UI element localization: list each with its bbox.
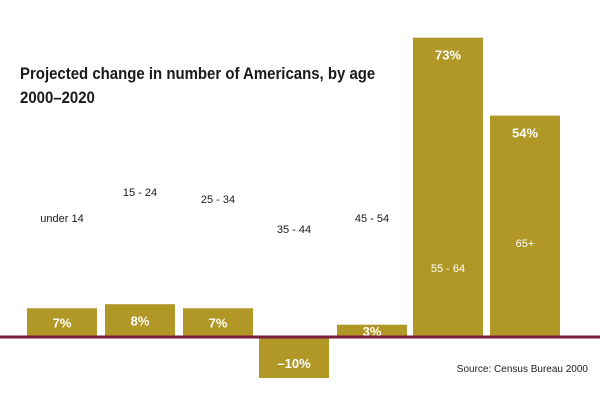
source-note: Source: Census Bureau 2000 [456,364,588,375]
chart-title-line2: 2000–2020 [20,88,95,107]
bar-value-label-0: 7% [53,316,72,331]
bar-value-label-5: 73% [435,48,461,63]
category-label-6: 65+ [516,238,535,250]
bar-value-label-1: 8% [131,314,150,329]
bar-3 [259,337,329,378]
chart-title-line1: Projected change in number of Americans,… [20,64,376,83]
bar-value-label-2: 7% [209,316,228,331]
category-label-4: 45 - 54 [355,213,389,225]
bar-5 [413,37,483,337]
category-label-3: 35 - 44 [277,224,311,236]
category-label-1: 15 - 24 [123,187,157,199]
chart-title: Projected change in number of Americans,… [20,62,376,110]
baseline [0,335,600,339]
bar-4 [337,324,407,337]
bar-value-label-6: 54% [512,126,538,141]
bar-value-label-3: –10% [277,356,311,371]
bar-2 [183,308,253,337]
bar-value-label-4: 3% [363,324,382,339]
bar-0 [27,308,97,337]
bar-6 [490,115,560,337]
category-label-0: under 14 [40,213,83,225]
category-label-5: 55 - 64 [431,263,465,275]
bar-1 [105,304,175,337]
category-label-2: 25 - 34 [201,194,235,206]
